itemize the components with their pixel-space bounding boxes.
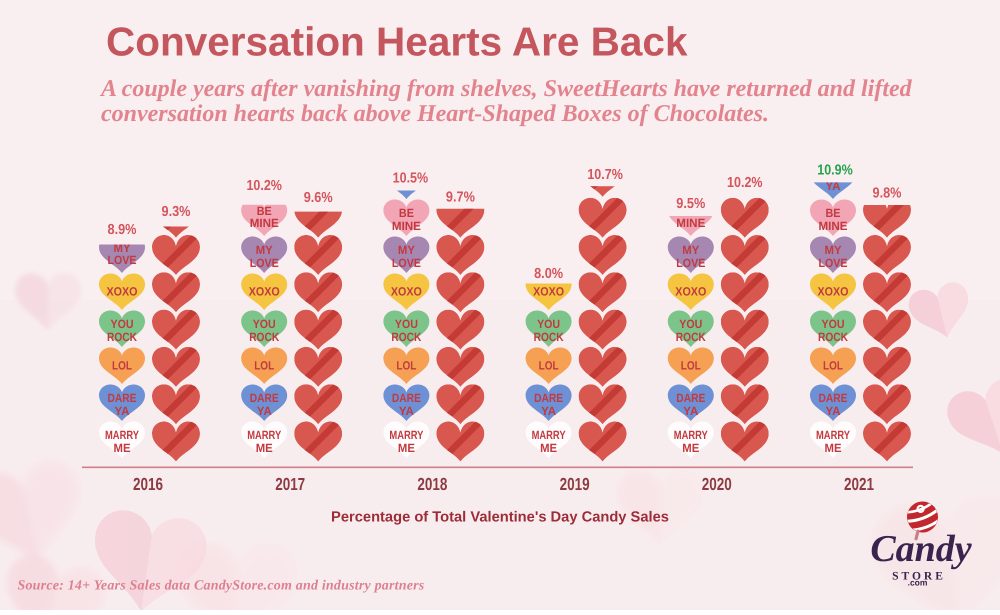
svg-text:DARE: DARE <box>250 391 279 405</box>
svg-text:LOL: LOL <box>396 359 416 373</box>
svg-text:ROCK: ROCK <box>249 330 279 344</box>
svg-text:YA: YA <box>257 404 272 418</box>
svg-text:MARRY: MARRY <box>816 428 850 442</box>
svg-text:10.9%: 10.9% <box>817 162 853 178</box>
svg-text:DARE: DARE <box>392 391 421 405</box>
svg-text:MY: MY <box>682 243 699 257</box>
svg-text:ME: ME <box>682 441 699 455</box>
svg-text:YA: YA <box>399 404 414 418</box>
svg-text:MARRY: MARRY <box>105 428 139 442</box>
svg-text:Conversation Hearts Are Back: Conversation Hearts Are Back <box>106 19 688 65</box>
svg-text:.com: .com <box>908 578 928 588</box>
svg-text:YOU: YOU <box>537 317 560 331</box>
svg-text:LOVE: LOVE <box>108 253 137 267</box>
svg-text:2020: 2020 <box>702 474 732 494</box>
svg-text:XOXO: XOXO <box>249 285 280 299</box>
svg-text:MINE: MINE <box>676 216 705 230</box>
svg-text:10.2%: 10.2% <box>246 178 282 194</box>
svg-text:ROCK: ROCK <box>534 330 564 344</box>
svg-text:YA: YA <box>683 404 698 418</box>
svg-text:BE: BE <box>399 206 414 220</box>
svg-text:YA: YA <box>541 404 556 418</box>
svg-text:2021: 2021 <box>844 474 874 494</box>
svg-text:ME: ME <box>256 441 273 455</box>
svg-text:2016: 2016 <box>133 474 163 494</box>
svg-text:STORE: STORE <box>892 571 946 583</box>
svg-text:BE: BE <box>826 206 841 220</box>
svg-text:YA: YA <box>399 179 414 193</box>
svg-text:LOVE: LOVE <box>392 256 421 270</box>
svg-text:YOU: YOU <box>253 317 276 331</box>
svg-text:Source: 14+ Years Sales data C: Source: 14+ Years Sales data CandyStore.… <box>18 579 425 594</box>
svg-text:YOU: YOU <box>679 317 702 331</box>
svg-text:DARE: DARE <box>534 391 563 405</box>
svg-text:MY: MY <box>825 243 842 257</box>
svg-text:LOVE: LOVE <box>676 256 705 270</box>
svg-text:Percentage of Total Valentine': Percentage of Total Valentine's Day Cand… <box>331 510 669 526</box>
svg-text:MARRY: MARRY <box>389 428 423 442</box>
svg-text:9.5%: 9.5% <box>676 196 705 212</box>
svg-text:Candy: Candy <box>870 528 971 570</box>
svg-text:DARE: DARE <box>676 391 705 405</box>
svg-text:10.7%: 10.7% <box>587 167 623 183</box>
svg-text:ROCK: ROCK <box>676 330 706 344</box>
svg-text:YOU: YOU <box>822 317 845 331</box>
svg-text:XOXO: XOXO <box>818 285 849 299</box>
svg-text:MARRY: MARRY <box>532 428 566 442</box>
svg-text:MY: MY <box>398 243 415 257</box>
svg-text:LOL: LOL <box>823 359 843 373</box>
svg-text:XOXO: XOXO <box>675 285 706 299</box>
svg-text:BE: BE <box>683 204 698 218</box>
svg-text:LOL: LOL <box>254 359 274 373</box>
svg-text:YA: YA <box>826 404 841 418</box>
svg-text:ME: ME <box>114 441 131 455</box>
svg-text:8.0%: 8.0% <box>534 266 563 282</box>
svg-text:9.6%: 9.6% <box>304 190 333 206</box>
svg-text:YA: YA <box>826 179 841 193</box>
svg-text:8.9%: 8.9% <box>108 222 137 238</box>
svg-text:conversation hearts back above: conversation hearts back above Heart-Sha… <box>101 101 769 127</box>
svg-text:MINE: MINE <box>250 216 279 230</box>
svg-text:ME: ME <box>540 441 557 455</box>
svg-text:MINE: MINE <box>392 219 421 233</box>
svg-text:LOVE: LOVE <box>819 256 848 270</box>
svg-text:LOL: LOL <box>681 359 701 373</box>
svg-text:YOU: YOU <box>395 317 418 331</box>
svg-text:2017: 2017 <box>275 474 305 494</box>
svg-text:XOXO: XOXO <box>391 285 422 299</box>
svg-text:DARE: DARE <box>108 391 137 405</box>
svg-text:YA: YA <box>115 404 130 418</box>
svg-text:BE: BE <box>257 204 272 218</box>
svg-text:LOVE: LOVE <box>250 256 279 270</box>
svg-text:9.7%: 9.7% <box>446 190 475 206</box>
svg-text:MY: MY <box>256 243 273 257</box>
svg-text:LOL: LOL <box>539 359 559 373</box>
svg-text:ROCK: ROCK <box>107 330 137 344</box>
svg-text:MARRY: MARRY <box>247 428 281 442</box>
svg-text:2018: 2018 <box>417 474 447 494</box>
svg-text:10.5%: 10.5% <box>393 170 429 186</box>
svg-text:MARRY: MARRY <box>674 428 708 442</box>
svg-text:MY: MY <box>114 241 131 255</box>
svg-text:DARE: DARE <box>819 391 848 405</box>
svg-text:ME: ME <box>398 441 415 455</box>
svg-text:MINE: MINE <box>819 219 848 233</box>
svg-text:ROCK: ROCK <box>818 330 848 344</box>
svg-text:LOL: LOL <box>112 359 132 373</box>
svg-text:XOXO: XOXO <box>107 285 138 299</box>
svg-text:9.3%: 9.3% <box>162 204 191 220</box>
svg-text:ROCK: ROCK <box>391 330 421 344</box>
svg-text:YOU: YOU <box>111 317 134 331</box>
svg-text:A couple years after vanishing: A couple years after vanishing from shel… <box>99 76 913 102</box>
svg-text:XOXO: XOXO <box>533 285 564 299</box>
svg-text:10.2%: 10.2% <box>727 175 763 191</box>
svg-text:2019: 2019 <box>560 474 590 494</box>
svg-text:ME: ME <box>825 441 842 455</box>
svg-text:9.8%: 9.8% <box>873 186 902 202</box>
